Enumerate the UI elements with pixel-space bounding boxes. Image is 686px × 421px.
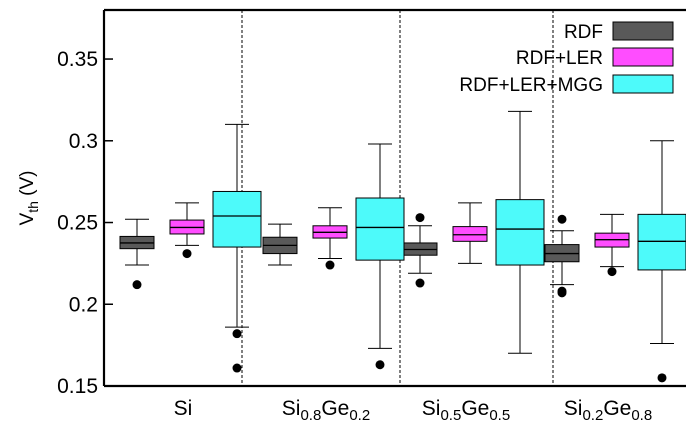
axes <box>102 8 686 388</box>
legend-swatch-1 <box>612 21 674 41</box>
box-2-4 <box>594 213 630 277</box>
box-iqr <box>495 199 545 266</box>
y-tick-label-4: 0.3 <box>69 130 98 153</box>
outlier-point-1 <box>375 360 385 370</box>
legend: RDF RDF+LER RDF+LER+MGG <box>459 21 674 96</box>
outlier-point-2 <box>232 363 242 373</box>
y-tick-label-5: 0.35 <box>57 48 98 71</box>
legend-label-2: RDF+LER <box>516 48 603 69</box>
y-axis-title: Vth (V) <box>17 171 41 226</box>
box-3-3 <box>495 110 545 354</box>
outlier-point-1 <box>232 329 242 339</box>
box-iqr <box>355 197 405 261</box>
y-tick-label-1: 0.15 <box>57 375 98 398</box>
outlier-point-1 <box>182 249 192 259</box>
outlier-point-1 <box>657 373 667 383</box>
box-1-4 <box>544 214 580 298</box>
y-axis-label: Vth (V) <box>17 171 41 226</box>
category-labels: Si Si0.8Ge0.2 Si0.5Ge0.5 Si0.2Ge0.8 <box>174 397 653 421</box>
legend-swatch-2 <box>612 47 674 67</box>
box-2-2 <box>312 207 348 270</box>
outlier-point-1 <box>132 280 142 290</box>
box-iqr <box>452 226 488 242</box>
x-category-label-3: Si0.5Ge0.5 <box>422 397 510 421</box>
x-category-label-1: Si <box>174 397 193 420</box>
outlier-point-1 <box>607 267 617 277</box>
series-rdf-ler-mgg <box>212 110 686 383</box>
legend-label-3: RDF+LER+MGG <box>459 75 603 96</box>
box-1-3 <box>402 213 438 288</box>
box-iqr <box>212 190 262 248</box>
outlier-point-1 <box>557 214 567 224</box>
group-dividers <box>241 10 554 386</box>
outlier-point-2 <box>415 278 425 288</box>
legend-swatch-3 <box>612 74 674 94</box>
series-rdf-ler <box>169 202 630 277</box>
y-tick-label-3: 0.25 <box>57 212 98 235</box>
y-ticks: 0.15 0.2 0.25 0.3 0.35 <box>57 48 113 398</box>
box-3-2 <box>355 143 405 370</box>
x-category-label-4: Si0.2Ge0.8 <box>564 397 652 421</box>
x-category-label-2: Si0.8Ge0.2 <box>282 397 370 421</box>
box-1-2 <box>262 223 298 266</box>
box-3-1 <box>212 123 262 373</box>
box-series <box>119 110 686 383</box>
outlier-point-1 <box>325 260 335 270</box>
box-2-3 <box>452 202 488 264</box>
box-2-1 <box>169 202 205 259</box>
outlier-point-3 <box>557 288 567 298</box>
legend-label-1: RDF <box>564 22 603 43</box>
outlier-point-1 <box>415 213 425 223</box>
box-iqr <box>637 213 686 271</box>
y-tick-label-2: 0.2 <box>69 293 98 316</box>
box-3-4 <box>637 140 686 383</box>
box-1-1 <box>119 218 155 290</box>
